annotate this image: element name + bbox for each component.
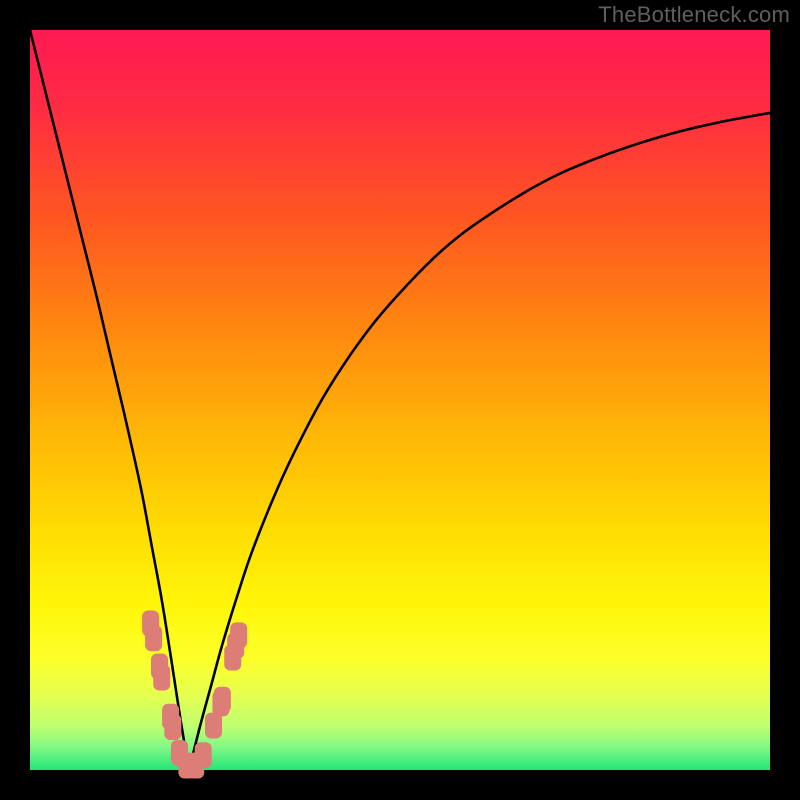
data-marker [195,742,212,768]
data-marker [164,714,181,740]
plot-background [30,30,770,770]
data-marker [230,622,247,648]
watermark-text: TheBottleneck.com [598,2,790,28]
bottleneck-chart [0,0,800,800]
data-marker [214,687,231,713]
data-marker [145,625,162,651]
chart-container: TheBottleneck.com [0,0,800,800]
data-marker [153,665,170,691]
data-marker [205,713,222,739]
